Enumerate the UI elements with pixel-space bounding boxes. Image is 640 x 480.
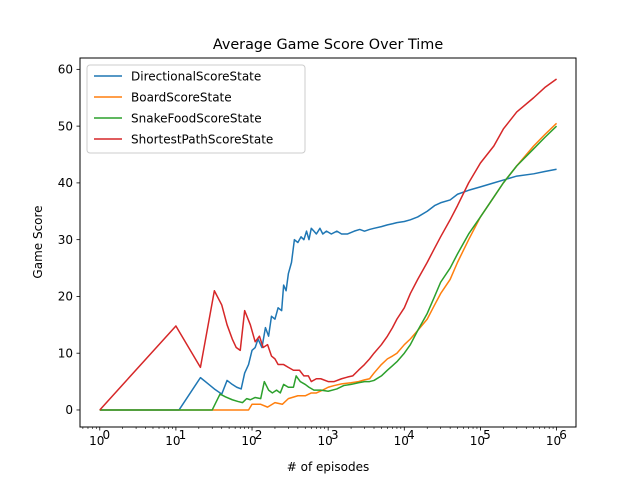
x-tick-exponent: 2 <box>255 428 263 442</box>
x-axis-label: # of episodes <box>287 460 369 474</box>
x-tick-exponent: 3 <box>331 428 339 442</box>
x-tick-exponent: 4 <box>407 428 415 442</box>
x-tick-exponent: 6 <box>559 428 567 442</box>
y-axis: 0 10 20 30 40 50 60 <box>58 63 80 417</box>
series-line-1 <box>99 122 558 411</box>
y-tick-label: 50 <box>58 119 73 133</box>
y-tick-label: 60 <box>58 63 73 77</box>
x-tick-label: 10 <box>470 434 485 448</box>
legend-label-2: SnakeFoodScoreState <box>131 111 262 125</box>
legend-label-3: ShortestPathScoreState <box>131 132 273 146</box>
x-tick-label: 10 <box>394 434 409 448</box>
series-line-0 <box>99 168 557 411</box>
series-line-2 <box>99 125 558 411</box>
x-tick-exponent: 1 <box>179 428 187 442</box>
y-tick-label: 20 <box>58 290 73 304</box>
x-tick-exponent: 0 <box>102 428 110 442</box>
x-tick-exponent: 5 <box>483 428 491 442</box>
y-tick-label: 30 <box>58 233 73 247</box>
legend-box <box>86 64 306 154</box>
series-layer <box>99 78 558 411</box>
x-tick-label: 10 <box>165 434 180 448</box>
legend: DirectionalScoreState BoardScoreState Snak… <box>86 64 306 154</box>
chart-title: Average Game Score Over Time <box>213 37 444 53</box>
legend-label-1: BoardScoreState <box>131 90 232 104</box>
legend-items: DirectionalScoreState BoardScoreState Snak… <box>94 69 273 146</box>
legend-label-0: DirectionalScoreState <box>131 69 261 83</box>
y-tick-label: 40 <box>58 176 73 190</box>
x-tick-label: 10 <box>546 434 561 448</box>
x-tick-label: 10 <box>241 434 256 448</box>
y-axis-label: Game Score <box>31 205 45 278</box>
x-axis: 100 101 102 103 104 105 106 <box>82 427 567 448</box>
x-tick-label: 10 <box>318 434 333 448</box>
y-tick-label: 0 <box>65 403 73 417</box>
y-tick-label: 10 <box>58 346 73 360</box>
series-line-3 <box>99 78 558 411</box>
x-tick-label: 10 <box>89 434 104 448</box>
